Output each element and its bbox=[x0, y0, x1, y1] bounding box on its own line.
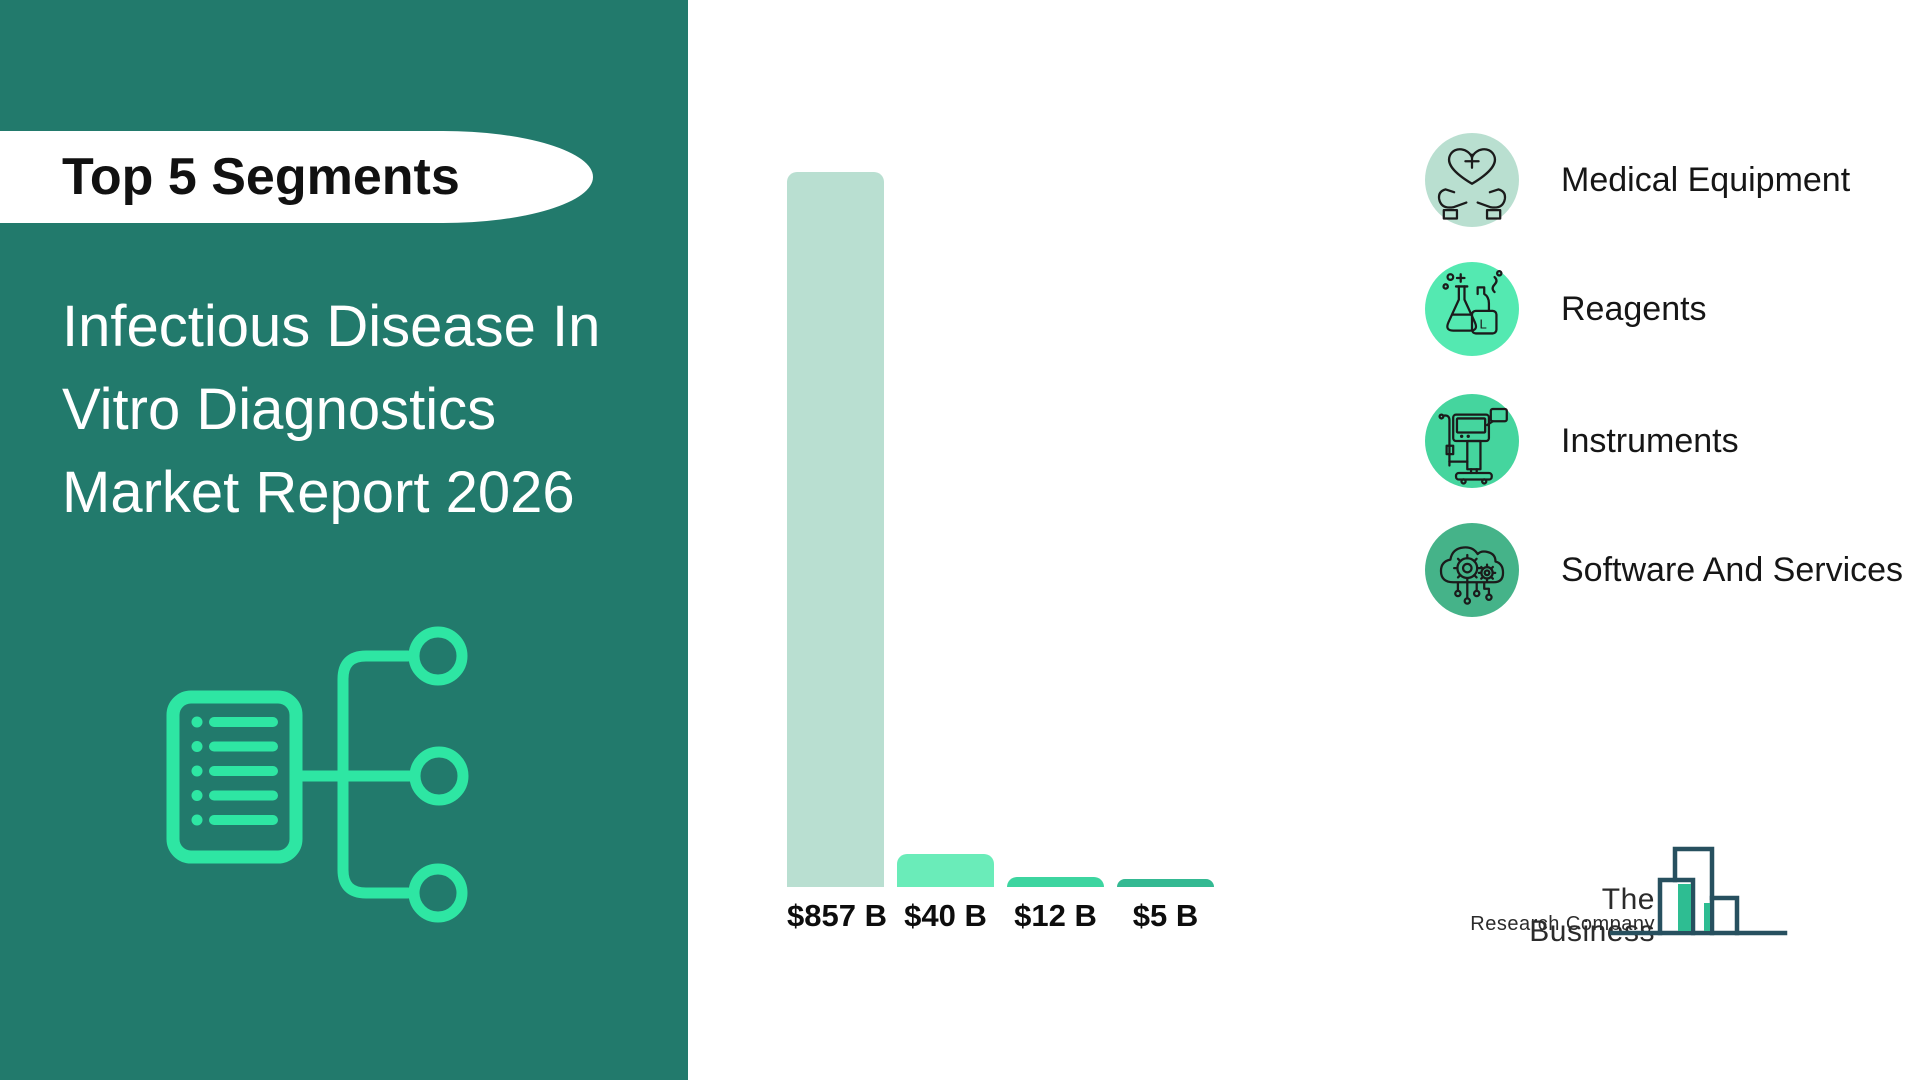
lab-flasks-icon: L bbox=[1442, 269, 1503, 335]
hands-heart-cross-icon bbox=[1437, 148, 1507, 220]
page-title: Infectious Disease In Vitro Diagnostics … bbox=[62, 285, 662, 534]
legend-circle: L bbox=[1425, 262, 1519, 356]
sidebar: Top 5 Segments Infectious Disease In Vit… bbox=[0, 0, 688, 1080]
legend-label: Instruments bbox=[1561, 421, 1739, 460]
bar-value-label: $5 B bbox=[1132, 898, 1199, 933]
bar-value-label: $857 B bbox=[787, 898, 887, 933]
legend-circle bbox=[1425, 394, 1519, 488]
cloud-gears-icon bbox=[1439, 546, 1505, 605]
chart-bar bbox=[897, 854, 994, 887]
medical-machine-icon bbox=[1438, 407, 1508, 485]
bar-value-label: $40 B bbox=[904, 898, 987, 933]
logo-skyline-icon bbox=[1609, 846, 1788, 936]
title-line-2: Vitro Diagnostics bbox=[62, 377, 497, 442]
legend-item: Instruments bbox=[1425, 394, 1739, 488]
svg-text:L: L bbox=[1480, 317, 1487, 332]
bar-value-label: $12 B bbox=[1014, 898, 1097, 933]
legend-circle bbox=[1425, 523, 1519, 617]
chart-bar bbox=[787, 172, 884, 887]
title-line-3: Market Report 2026 bbox=[62, 460, 575, 525]
legend-label: Reagents bbox=[1561, 289, 1707, 328]
legend-circle bbox=[1425, 133, 1519, 227]
legend-item: Software And Services bbox=[1425, 523, 1903, 617]
title-line-1: Infectious Disease In bbox=[62, 294, 601, 359]
legend-label: Software And Services bbox=[1561, 550, 1904, 589]
logo-text-line2: Research Company bbox=[1470, 913, 1655, 935]
legend-item: Medical Equipment bbox=[1425, 133, 1850, 227]
chart-bar bbox=[1007, 877, 1104, 887]
document-flowchart-icon bbox=[166, 626, 469, 923]
top5-badge: Top 5 Segments bbox=[0, 131, 593, 223]
badge-label: Top 5 Segments bbox=[62, 148, 460, 206]
legend-label: Medical Equipment bbox=[1561, 160, 1851, 199]
chart-bar bbox=[1117, 879, 1214, 887]
legend-item: L Reagents bbox=[1425, 262, 1707, 356]
